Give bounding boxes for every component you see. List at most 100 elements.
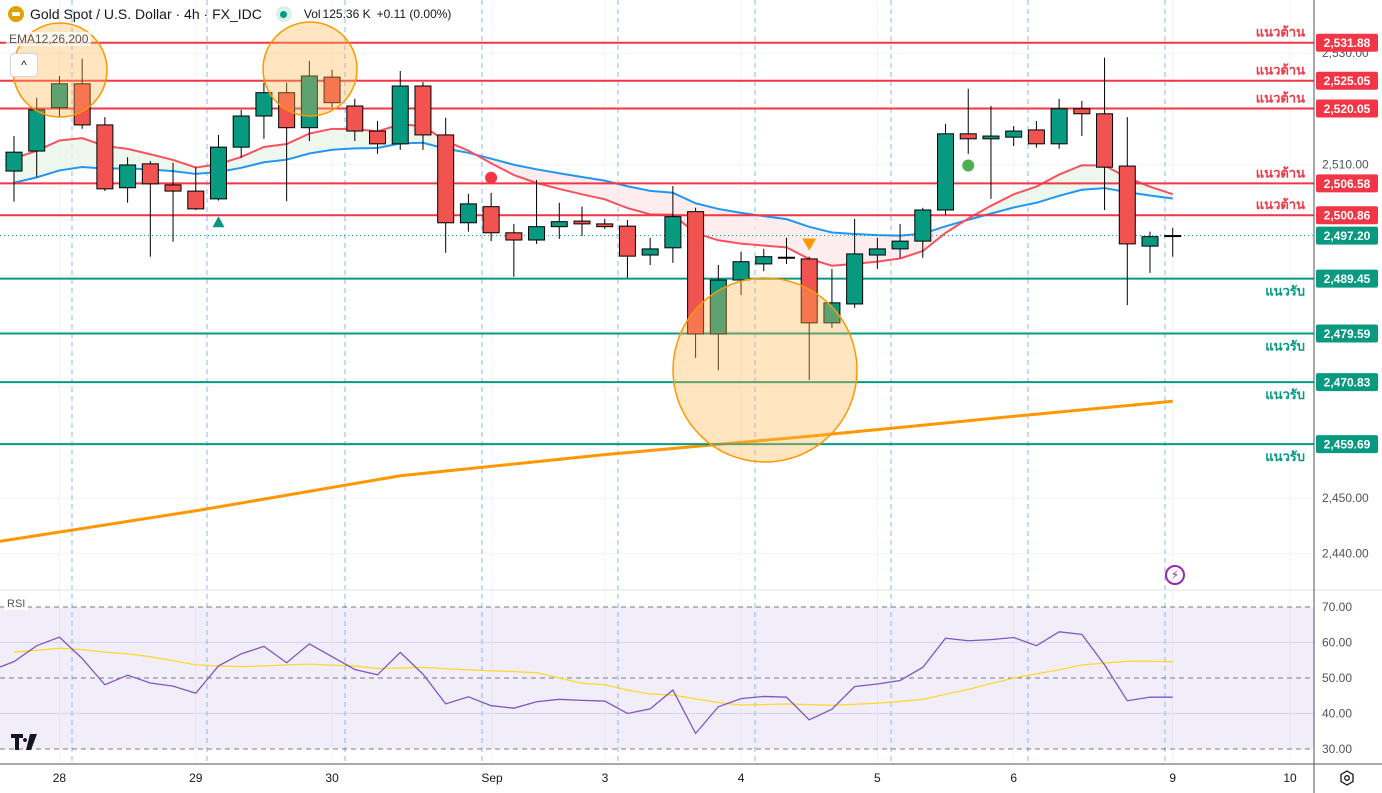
ema-cloud-segment bbox=[650, 190, 673, 215]
resistance-price-tag-text: 2,525.05 bbox=[1324, 74, 1371, 88]
price-axis-label[interactable]: 2,450.00 bbox=[1322, 491, 1369, 505]
chart-legend[interactable]: Gold Spot / U.S. Dollar · 4h · FX_IDC Vo… bbox=[8, 6, 451, 22]
signal-triangle-up bbox=[212, 216, 225, 228]
candle-body bbox=[868, 248, 886, 256]
resistance-label: แนวต้าน bbox=[1256, 165, 1305, 181]
rsi-axis-label[interactable]: 40.00 bbox=[1322, 707, 1352, 721]
candle-body bbox=[959, 133, 977, 140]
support-price-tag-text: 2,459.69 bbox=[1324, 438, 1371, 452]
candle-body bbox=[1005, 130, 1023, 138]
candle-body bbox=[482, 206, 500, 234]
tradingview-logo[interactable] bbox=[11, 734, 41, 755]
candle bbox=[459, 193, 477, 232]
candle bbox=[5, 136, 23, 202]
resistance-price-tag bbox=[1316, 206, 1378, 225]
resistance-label: แนวต้าน bbox=[1256, 63, 1305, 79]
rsi-axis-label[interactable]: 70.00 bbox=[1322, 600, 1352, 614]
candle-body bbox=[323, 76, 341, 104]
candle-body bbox=[1118, 165, 1136, 245]
ema-cloud-segment bbox=[1013, 186, 1037, 208]
ema-cloud-segment bbox=[741, 212, 764, 246]
ema-cloud-segment bbox=[627, 186, 651, 215]
time-axis-label[interactable]: 9 bbox=[1169, 771, 1176, 785]
candle bbox=[755, 248, 773, 272]
resistance-price-tag-text: 2,500.86 bbox=[1324, 209, 1371, 223]
candle bbox=[687, 207, 705, 358]
time-axis-label[interactable]: 30 bbox=[325, 771, 339, 785]
candle bbox=[164, 162, 182, 242]
volume-label: Vol bbox=[303, 7, 321, 21]
time-axis-label[interactable]: 10 bbox=[1283, 771, 1297, 785]
time-axis-label[interactable]: 3 bbox=[602, 771, 609, 785]
candle bbox=[937, 123, 955, 215]
candle-body bbox=[369, 130, 387, 145]
axes[interactable]: 28 29 30 Sep 3 4 5 6 9 102,530.002,510.002,450.00… bbox=[53, 46, 1369, 785]
candle bbox=[187, 167, 205, 210]
support-label: แนวรับ bbox=[1265, 339, 1305, 354]
tradingview-logo-icon bbox=[11, 734, 37, 750]
highlight-circles[interactable] bbox=[12, 21, 858, 463]
candle-body bbox=[1050, 108, 1068, 145]
price-axis-label[interactable]: 2,510.00 bbox=[1322, 157, 1369, 171]
settings-icon[interactable] bbox=[1336, 768, 1358, 788]
rsi-axis-label[interactable]: 30.00 bbox=[1322, 742, 1352, 756]
candle bbox=[891, 223, 909, 258]
time-axis-label[interactable]: 5 bbox=[874, 771, 881, 785]
candle-body bbox=[573, 220, 591, 225]
candle-body bbox=[50, 83, 68, 109]
candle bbox=[1096, 57, 1114, 210]
candle-body bbox=[414, 85, 432, 136]
candle-body bbox=[28, 109, 46, 152]
resistance-label: แนวต้าน bbox=[1256, 91, 1305, 107]
candle bbox=[800, 256, 818, 381]
candle bbox=[777, 237, 795, 264]
candle bbox=[482, 192, 500, 242]
ema-cloud-segment bbox=[718, 208, 742, 244]
time-axis-label[interactable]: 29 bbox=[189, 771, 203, 785]
lightning-icon[interactable]: ⚡ bbox=[1165, 565, 1185, 585]
candle-body bbox=[5, 151, 23, 172]
candle bbox=[823, 268, 841, 328]
candle-body bbox=[891, 240, 909, 250]
support-resistance-levels[interactable]: แนวต้านแนวต้านแนวต้านแนวต้านแนวต้านแนวรั… bbox=[0, 25, 1314, 465]
ema-indicator-label[interactable]: EMA12,26,200 bbox=[6, 32, 92, 46]
support-label: แนวรับ bbox=[1265, 285, 1305, 300]
candle-body bbox=[982, 135, 1000, 140]
candle bbox=[641, 237, 659, 266]
candle bbox=[414, 82, 432, 150]
candle bbox=[369, 121, 387, 154]
candle-body bbox=[1096, 113, 1114, 168]
highlight-circle[interactable] bbox=[262, 21, 358, 117]
rsi-axis-label[interactable]: 50.00 bbox=[1322, 671, 1352, 685]
candle bbox=[50, 75, 68, 118]
rsi-indicator-label[interactable]: RSI bbox=[4, 598, 29, 610]
symbol-title[interactable]: Gold Spot / U.S. Dollar · 4h · FX_IDC bbox=[30, 6, 262, 22]
ema-cloud-segment bbox=[1036, 174, 1060, 203]
support-price-tag bbox=[1316, 324, 1378, 343]
rsi-axis-label[interactable]: 60.00 bbox=[1322, 636, 1352, 650]
candle-body bbox=[232, 115, 250, 148]
candle bbox=[664, 186, 682, 263]
candle-body bbox=[73, 83, 91, 126]
time-axis-label[interactable]: 28 bbox=[53, 771, 67, 785]
time-axis-label[interactable]: Sep bbox=[481, 771, 503, 785]
candle-body bbox=[641, 248, 659, 256]
candle bbox=[573, 206, 591, 237]
highlight-circle[interactable] bbox=[672, 277, 858, 463]
candle-body bbox=[687, 211, 705, 335]
candle-body bbox=[823, 302, 841, 324]
candle bbox=[868, 237, 886, 269]
price-axis-label[interactable]: 2,440.00 bbox=[1322, 547, 1369, 561]
ema-cloud-segment bbox=[332, 128, 355, 150]
collapse-legend-button[interactable]: ^ bbox=[10, 53, 38, 77]
time-axis-label[interactable]: 4 bbox=[738, 771, 745, 785]
rsi-line bbox=[0, 631, 1173, 735]
candle bbox=[505, 223, 523, 277]
candle-body bbox=[141, 163, 159, 185]
candle bbox=[959, 88, 977, 154]
time-axis-label[interactable]: 6 bbox=[1010, 771, 1017, 785]
gold-symbol-icon bbox=[8, 6, 24, 22]
signal-triangle-down bbox=[802, 238, 817, 251]
candle bbox=[391, 70, 409, 150]
